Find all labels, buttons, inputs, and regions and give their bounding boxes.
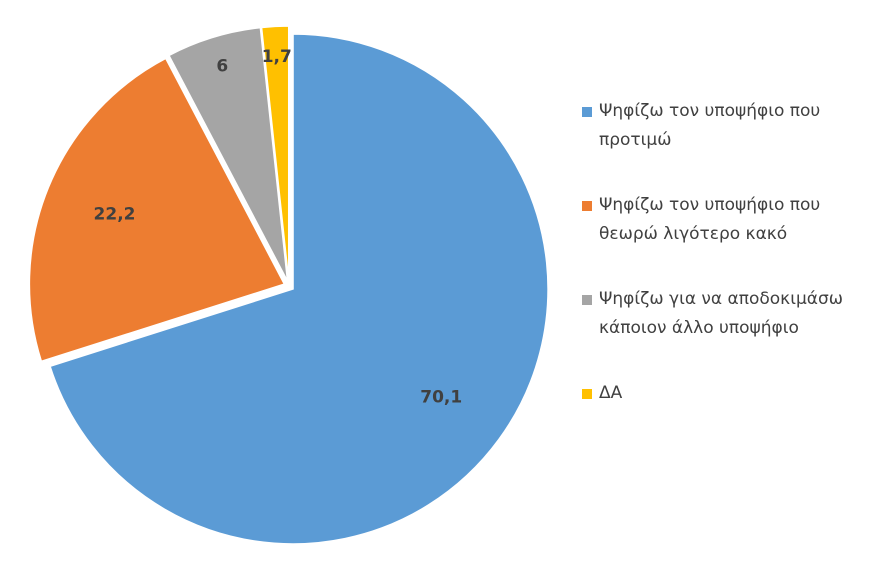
data-label: 70,1 (420, 387, 462, 407)
pie-slice (49, 33, 549, 545)
legend-label: ΔΑ (599, 383, 623, 403)
legend-item: Ψηφίζω για να αποδοκιμάσω κάποιον άλλο υ… (582, 285, 872, 343)
legend-swatch (582, 295, 592, 305)
legend-label: Ψηφίζω τον υποψήφιο που προτιμώ (599, 101, 821, 150)
data-label: 1,7 (262, 47, 292, 67)
legend-label: Ψηφίζω τον υποψήφιο που θεωρώ λιγότερο κ… (599, 195, 821, 244)
pie-slice (167, 26, 289, 282)
legend-swatch (582, 389, 592, 399)
legend-swatch (582, 201, 592, 211)
data-label: 22,2 (94, 204, 136, 224)
legend: Ψηφίζω τον υποψήφιο που προτιμώ Ψηφίζω το… (582, 97, 872, 408)
legend-label: Ψηφίζω για να αποδοκιμάσω κάποιον άλλο υ… (599, 289, 843, 338)
pie-slice (28, 57, 286, 363)
legend-item: ΔΑ (582, 379, 872, 408)
data-label: 6 (216, 57, 228, 77)
legend-swatch (582, 107, 592, 117)
legend-item: Ψηφίζω τον υποψήφιο που θεωρώ λιγότερο κ… (582, 191, 872, 249)
legend-item: Ψηφίζω τον υποψήφιο που προτιμώ (582, 97, 872, 155)
pie-slice (260, 25, 290, 282)
